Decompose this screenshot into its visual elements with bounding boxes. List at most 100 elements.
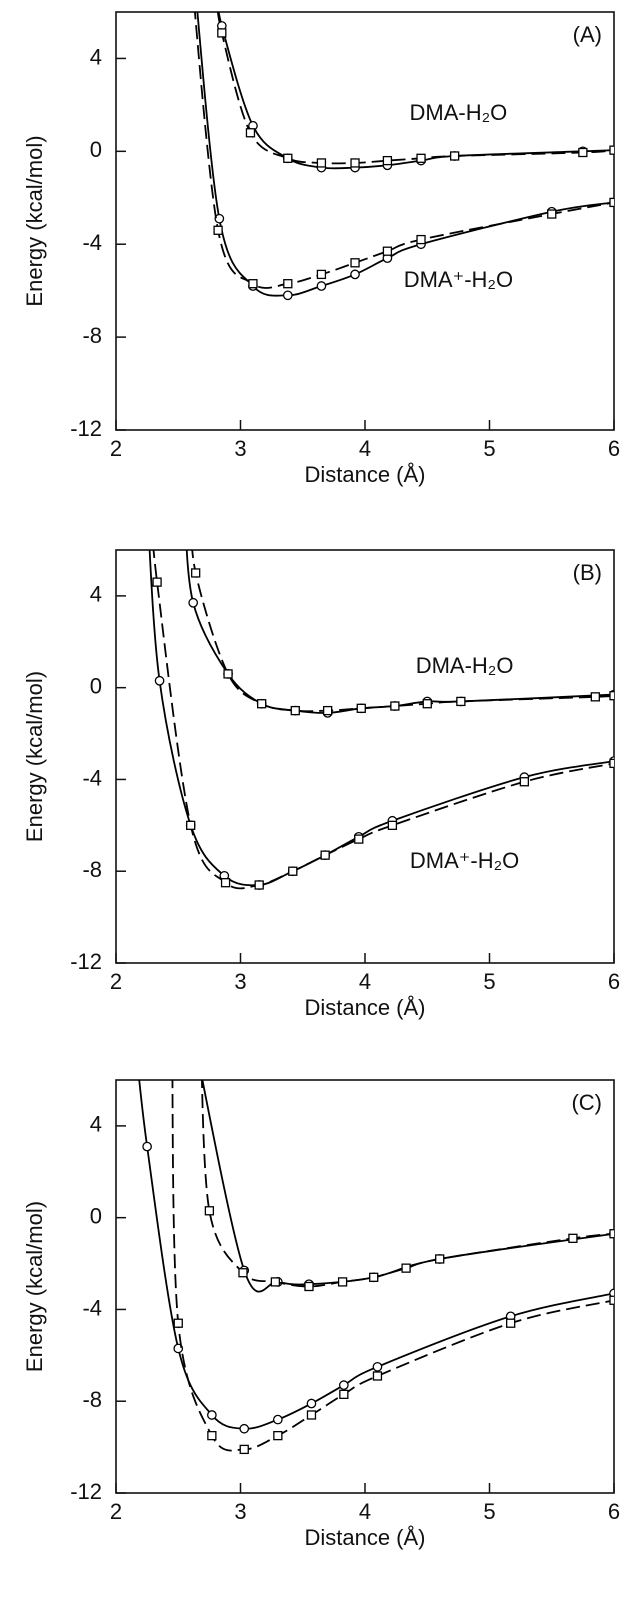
marker-square: [416, 153, 426, 163]
panel: 4 0 -4 -8 -12 2 3 4 5 6 Distance (Å) Energy (kcal/m…: [22, 500, 620, 1020]
y-tick-label: 0: [90, 673, 102, 698]
curve: [152, 550, 614, 890]
y-tick-label: -4: [82, 230, 102, 255]
marker-circle: [143, 500, 151, 508]
marker-circle: [180, 500, 188, 508]
marker-square: [147, 500, 155, 508]
plot-frame: [115, 1079, 615, 1494]
marker-square: [590, 692, 600, 702]
x-tick-label: 6: [608, 436, 620, 461]
x-tick-label: 6: [608, 969, 620, 994]
marker-square: [387, 820, 398, 830]
marker-circle: [142, 1141, 152, 1152]
marker-square: [283, 153, 293, 163]
marker-circle: [130, 1030, 138, 1038]
curve-label: DMA⁺-H₂O: [404, 267, 513, 292]
plot-frame: [115, 11, 615, 431]
panel: 4 0 -4 -8 -12 2 3 4 5 6 Distance (Å) Energy (kcal/m…: [22, 1030, 620, 1550]
marker-square: [578, 147, 588, 158]
marker-circle: [154, 675, 165, 686]
curve: [191, 550, 614, 713]
marker-square: [320, 850, 330, 860]
curve: [148, 550, 614, 887]
curve: [194, 12, 614, 289]
x-tick-label: 5: [483, 1499, 495, 1524]
x-tick-label: 3: [234, 969, 246, 994]
marker-square: [519, 777, 530, 787]
marker-square: [283, 279, 293, 289]
y-axis-label: Energy (kcal/mol): [22, 135, 47, 306]
marker-square: [416, 234, 426, 245]
marker-square: [254, 880, 264, 890]
plot-area: [194, 12, 614, 301]
curve-label: DMA-H₂O: [416, 653, 514, 678]
x-tick-label: 4: [359, 436, 371, 461]
marker-square: [239, 1444, 249, 1455]
x-tick-label: 5: [483, 969, 495, 994]
y-tick-label: -4: [82, 765, 102, 790]
marker-square: [304, 1281, 314, 1292]
marker-square: [350, 258, 360, 268]
marker-square: [288, 866, 298, 876]
marker-square: [372, 1371, 383, 1381]
marker-square: [204, 1206, 215, 1216]
curve: [201, 1080, 614, 1288]
marker-square: [273, 1430, 283, 1441]
y-tick-label: 4: [90, 44, 102, 69]
panel-label: (A): [573, 22, 602, 47]
marker-square: [356, 703, 366, 713]
y-axis-label: Energy (kcal/mol): [22, 671, 47, 842]
marker-square: [316, 158, 327, 168]
marker-square: [322, 705, 333, 716]
y-tick-label: 4: [90, 1112, 102, 1137]
marker-circle: [316, 281, 327, 291]
marker-square: [609, 691, 614, 701]
marker-square: [350, 158, 360, 168]
marker-square: [506, 1318, 516, 1328]
x-axis-label: Distance (Å): [304, 1525, 425, 1550]
curve-label: DMA-H₂O: [409, 100, 507, 125]
marker-circle: [272, 1414, 283, 1425]
x-tick-label: 3: [234, 1499, 246, 1524]
x-tick-label: 4: [359, 969, 371, 994]
marker-circle: [282, 290, 293, 301]
marker-square: [568, 1233, 578, 1243]
marker-circle: [306, 1398, 317, 1409]
plot-area: [143, 500, 614, 890]
x-axis-label: Distance (Å): [304, 462, 425, 487]
marker-square: [609, 1295, 614, 1305]
panel: 4 0 -4 -8 -12 2 3 4 5 6 Distance (Å) Energy (kcal/m…: [22, 11, 620, 487]
marker-square: [609, 197, 614, 208]
marker-square: [382, 246, 393, 256]
marker-circle: [239, 1423, 250, 1434]
marker-square: [456, 696, 466, 707]
y-axis-label: Energy (kcal/mol): [22, 1201, 47, 1372]
curve: [201, 1080, 614, 1293]
plot-area: [130, 1030, 614, 1455]
marker-square: [217, 28, 227, 38]
marker-square: [191, 568, 201, 578]
marker-circle: [372, 1361, 383, 1372]
marker-square: [337, 1277, 348, 1287]
marker-circle: [338, 1380, 349, 1391]
x-tick-label: 3: [234, 436, 246, 461]
marker-square: [369, 1272, 379, 1282]
y-tick-label: -8: [82, 1387, 102, 1412]
panel-label: (B): [573, 560, 602, 585]
marker-square: [435, 1254, 445, 1264]
y-tick-label: -12: [70, 1479, 102, 1504]
marker-square: [223, 669, 233, 679]
marker-square: [187, 500, 195, 508]
marker-square: [220, 878, 231, 888]
marker-square: [449, 151, 460, 161]
marker-circle: [214, 213, 225, 224]
y-tick-label: -8: [82, 323, 102, 348]
marker-square: [270, 1277, 281, 1287]
marker-square: [152, 577, 162, 587]
marker-circle: [207, 1410, 217, 1420]
marker-square: [257, 699, 267, 709]
marker-square: [168, 1030, 176, 1038]
marker-square: [238, 1268, 248, 1278]
marker-square: [213, 225, 223, 235]
marker-square: [354, 834, 364, 844]
